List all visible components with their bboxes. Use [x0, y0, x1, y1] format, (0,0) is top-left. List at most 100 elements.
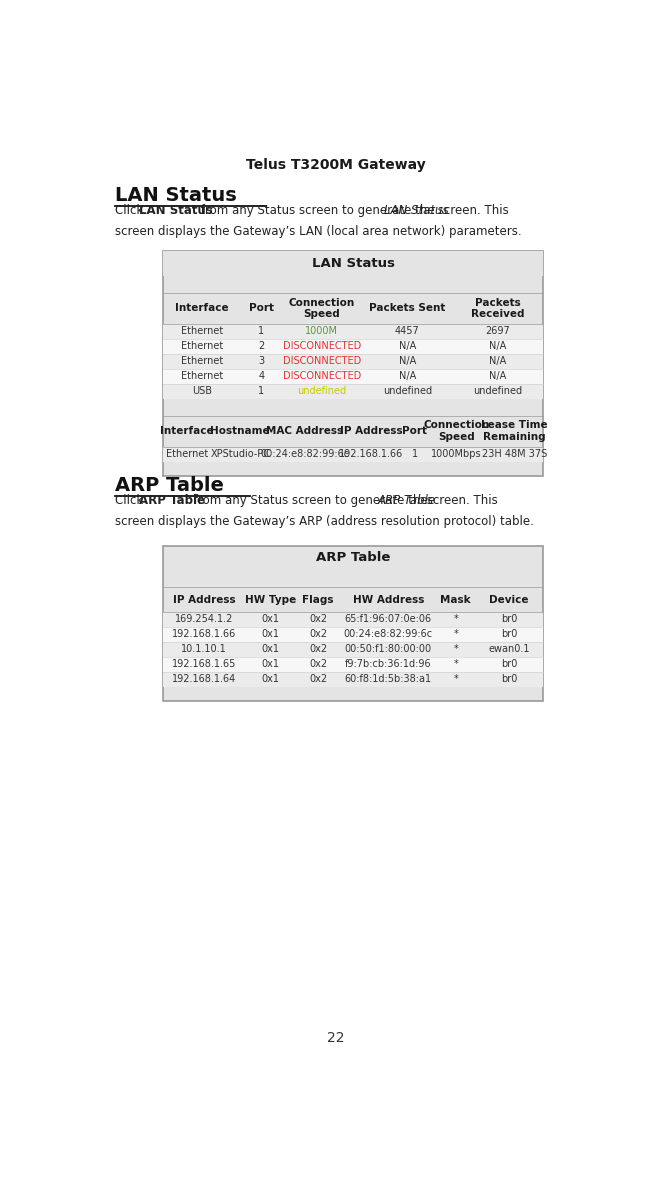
- Text: 169.254.1.2: 169.254.1.2: [175, 615, 234, 624]
- Text: HW Type: HW Type: [245, 594, 297, 605]
- Text: Device: Device: [489, 594, 529, 605]
- Text: *: *: [453, 674, 458, 685]
- Text: screen. This: screen. This: [422, 494, 497, 507]
- Text: IP Address: IP Address: [173, 594, 236, 605]
- Text: screen displays the Gateway’s ARP (address resolution protocol) table.: screen displays the Gateway’s ARP (addre…: [115, 515, 533, 528]
- Text: 22: 22: [327, 1031, 345, 1046]
- Text: 00:24:e8:82:99:6c: 00:24:e8:82:99:6c: [260, 449, 350, 460]
- Text: Ethernet: Ethernet: [181, 372, 224, 381]
- Text: Lease Time
Remaining: Lease Time Remaining: [482, 420, 548, 442]
- Text: *: *: [453, 660, 458, 669]
- Text: Ethernet: Ethernet: [181, 342, 224, 351]
- Text: from any Status screen to generate the: from any Status screen to generate the: [197, 204, 438, 217]
- Text: Port: Port: [403, 426, 428, 436]
- FancyBboxPatch shape: [163, 612, 543, 626]
- Text: N/A: N/A: [399, 342, 416, 351]
- Text: 0x1: 0x1: [262, 660, 279, 669]
- Text: N/A: N/A: [489, 372, 506, 381]
- FancyBboxPatch shape: [163, 369, 543, 384]
- Text: USB: USB: [192, 386, 213, 397]
- Text: LAN Status: LAN Status: [139, 204, 213, 217]
- Text: N/A: N/A: [399, 356, 416, 367]
- Text: 192.168.1.65: 192.168.1.65: [172, 660, 236, 669]
- Text: LAN Status: LAN Status: [312, 257, 395, 270]
- Text: MAC Address: MAC Address: [266, 426, 343, 436]
- FancyBboxPatch shape: [163, 251, 543, 276]
- FancyBboxPatch shape: [163, 447, 543, 462]
- FancyBboxPatch shape: [163, 251, 543, 475]
- Text: Telus T3200M Gateway: Telus T3200M Gateway: [246, 157, 426, 172]
- FancyBboxPatch shape: [163, 626, 543, 642]
- Text: 4: 4: [258, 372, 264, 381]
- Text: 1: 1: [412, 449, 418, 460]
- Text: Click: Click: [115, 494, 146, 507]
- Text: *: *: [453, 644, 458, 654]
- Text: Ethernet: Ethernet: [166, 449, 208, 460]
- Text: HW Address: HW Address: [353, 594, 424, 605]
- Text: LAN Status: LAN Status: [384, 204, 448, 217]
- Text: Connection
Speed: Connection Speed: [424, 420, 490, 442]
- Text: 0x1: 0x1: [262, 644, 279, 654]
- Text: IP Address: IP Address: [340, 426, 403, 436]
- Text: N/A: N/A: [399, 372, 416, 381]
- Text: XPStudio-PC: XPStudio-PC: [211, 449, 270, 460]
- Text: Connection
Speed: Connection Speed: [289, 298, 355, 319]
- Text: 1000Mbps: 1000Mbps: [432, 449, 482, 460]
- Text: screen. This: screen. This: [434, 204, 508, 217]
- Text: Packets Sent: Packets Sent: [369, 304, 445, 313]
- Text: 0x1: 0x1: [262, 674, 279, 685]
- Text: Ethernet: Ethernet: [181, 356, 224, 367]
- Text: ARP Table: ARP Table: [139, 494, 205, 507]
- Text: br0: br0: [501, 674, 517, 685]
- Text: Packets
Received: Packets Received: [471, 298, 524, 319]
- Text: undefined: undefined: [297, 386, 346, 397]
- Text: 192.168.1.66: 192.168.1.66: [172, 629, 236, 640]
- Text: *: *: [453, 615, 458, 624]
- Text: ewan0.1: ewan0.1: [488, 644, 529, 654]
- Text: 0x2: 0x2: [309, 644, 327, 654]
- Text: 0x1: 0x1: [262, 629, 279, 640]
- Text: 0x2: 0x2: [309, 674, 327, 685]
- Text: 23H 48M 37S: 23H 48M 37S: [482, 449, 547, 460]
- Text: br0: br0: [501, 660, 517, 669]
- FancyBboxPatch shape: [163, 384, 543, 399]
- Text: 0x1: 0x1: [262, 615, 279, 624]
- Text: Port: Port: [249, 304, 274, 313]
- FancyBboxPatch shape: [163, 324, 543, 339]
- FancyBboxPatch shape: [163, 657, 543, 672]
- Text: Ethernet: Ethernet: [181, 326, 224, 336]
- Text: 192.168.1.64: 192.168.1.64: [172, 674, 236, 685]
- Text: 0x2: 0x2: [309, 615, 327, 624]
- Text: 1: 1: [258, 326, 264, 336]
- Text: 00:50:f1:80:00:00: 00:50:f1:80:00:00: [345, 644, 432, 654]
- Text: ARP Table: ARP Table: [115, 476, 224, 495]
- Text: Mask: Mask: [440, 594, 471, 605]
- Text: DISCONNECTED: DISCONNECTED: [283, 342, 361, 351]
- Text: 4457: 4457: [395, 326, 420, 336]
- Text: 0x2: 0x2: [309, 660, 327, 669]
- Text: 0x2: 0x2: [309, 629, 327, 640]
- Text: screen displays the Gateway’s LAN (local area network) parameters.: screen displays the Gateway’s LAN (local…: [115, 225, 521, 237]
- FancyBboxPatch shape: [163, 354, 543, 369]
- Text: Interface: Interface: [176, 304, 229, 313]
- Text: N/A: N/A: [489, 342, 506, 351]
- Text: Flags: Flags: [302, 594, 334, 605]
- Text: from any Status screen to generate the: from any Status screen to generate the: [190, 494, 432, 507]
- Text: *: *: [453, 629, 458, 640]
- Text: br0: br0: [501, 615, 517, 624]
- Text: undefined: undefined: [473, 386, 522, 397]
- FancyBboxPatch shape: [163, 672, 543, 687]
- Text: 60:f8:1d:5b:38:a1: 60:f8:1d:5b:38:a1: [345, 674, 432, 685]
- Text: 1: 1: [258, 386, 264, 397]
- Text: DISCONNECTED: DISCONNECTED: [283, 356, 361, 367]
- Text: f9:7b:cb:36:1d:96: f9:7b:cb:36:1d:96: [345, 660, 432, 669]
- Text: 65:f1:96:07:0e:06: 65:f1:96:07:0e:06: [345, 615, 432, 624]
- Text: DISCONNECTED: DISCONNECTED: [283, 372, 361, 381]
- FancyBboxPatch shape: [163, 339, 543, 354]
- Text: 3: 3: [258, 356, 264, 367]
- Text: Hostname: Hostname: [211, 426, 270, 436]
- Text: 2697: 2697: [485, 326, 510, 336]
- Text: 00:24:e8:82:99:6c: 00:24:e8:82:99:6c: [344, 629, 433, 640]
- Text: 2: 2: [258, 342, 264, 351]
- Text: Interface: Interface: [160, 426, 214, 436]
